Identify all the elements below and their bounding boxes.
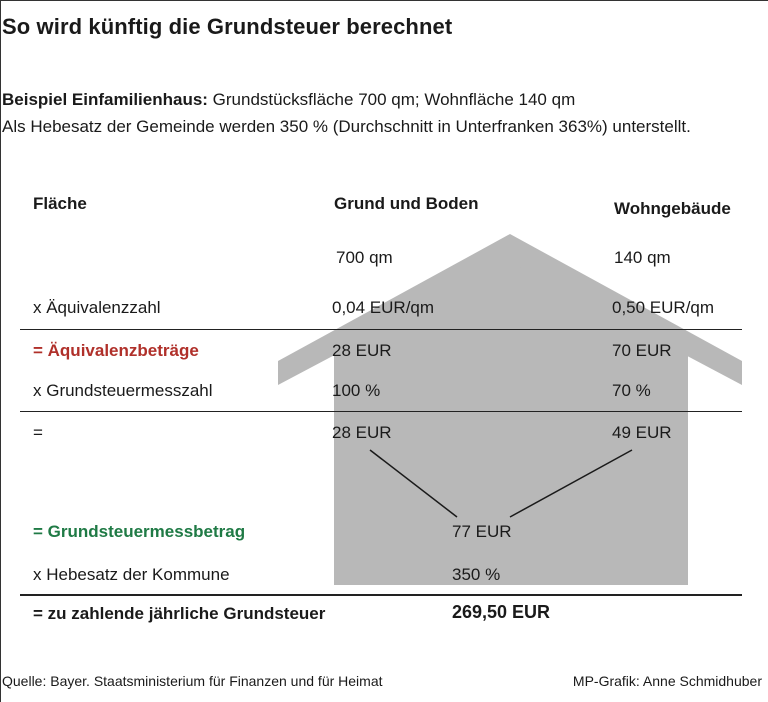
messzahl-label: x Grundsteuermesszahl xyxy=(33,381,213,400)
flaeche-col1: 700 qm xyxy=(336,248,393,267)
messbetrag-value: 77 EUR xyxy=(452,522,512,541)
zwischen-col1: 28 EUR xyxy=(332,423,392,442)
intro-bold: Beispiel Einfamilienhaus: xyxy=(2,90,208,109)
divider-1 xyxy=(20,329,742,330)
zwischen-label: = xyxy=(33,423,43,442)
frame-left-border xyxy=(0,0,1,702)
aequivalenzzahl-label: x Äquivalenzzahl xyxy=(33,298,161,317)
hebesatz-label: x Hebesatz der Kommune xyxy=(33,565,230,584)
aequivalenzbetraege-col1: 28 EUR xyxy=(332,341,392,360)
divider-2 xyxy=(20,411,742,412)
intro-rest: Grundstücksfläche 700 qm; Wohnfläche 140… xyxy=(207,90,576,109)
hebesatz-value: 350 % xyxy=(452,565,501,584)
page-title: So wird künftig die Grundsteuer berechne… xyxy=(2,14,453,39)
messbetrag-label: = Grundsteuermessbetrag xyxy=(33,522,246,541)
messzahl-col2: 70 % xyxy=(612,381,651,400)
divider-3 xyxy=(20,594,742,596)
connector-left xyxy=(369,449,458,518)
footer-source: Quelle: Bayer. Staatsministerium für Fin… xyxy=(2,673,383,689)
messzahl-col1: 100 % xyxy=(332,381,381,400)
aequivalenzzahl-col2: 0,50 EUR/qm xyxy=(612,298,715,317)
house-body xyxy=(334,252,688,585)
aequivalenzbetraege-label: = Äquivalenzbeträge xyxy=(33,341,199,360)
header-flaeche: Fläche xyxy=(33,194,87,213)
header-wohngebaeude: Wohngebäude xyxy=(614,199,731,218)
aequivalenzzahl-col1: 0,04 EUR/qm xyxy=(332,298,435,317)
header-grund-und-boden: Grund und Boden xyxy=(334,194,479,213)
ergebnis-value: 269,50 EUR xyxy=(452,602,551,622)
ergebnis-label: = zu zahlende jährliche Grundsteuer xyxy=(33,604,326,623)
connector-right xyxy=(509,449,633,518)
aequivalenzbetraege-col2: 70 EUR xyxy=(612,341,672,360)
zwischen-col2: 49 EUR xyxy=(612,423,672,442)
intro-line-2: Als Hebesatz der Gemeinde werden 350 % (… xyxy=(2,117,691,136)
flaeche-col2: 140 qm xyxy=(614,248,671,267)
footer-credit: MP-Grafik: Anne Schmidhuber xyxy=(572,673,762,689)
frame-top-border xyxy=(0,0,768,1)
intro-line-1: Beispiel Einfamilienhaus: Grundstücksflä… xyxy=(2,90,575,110)
